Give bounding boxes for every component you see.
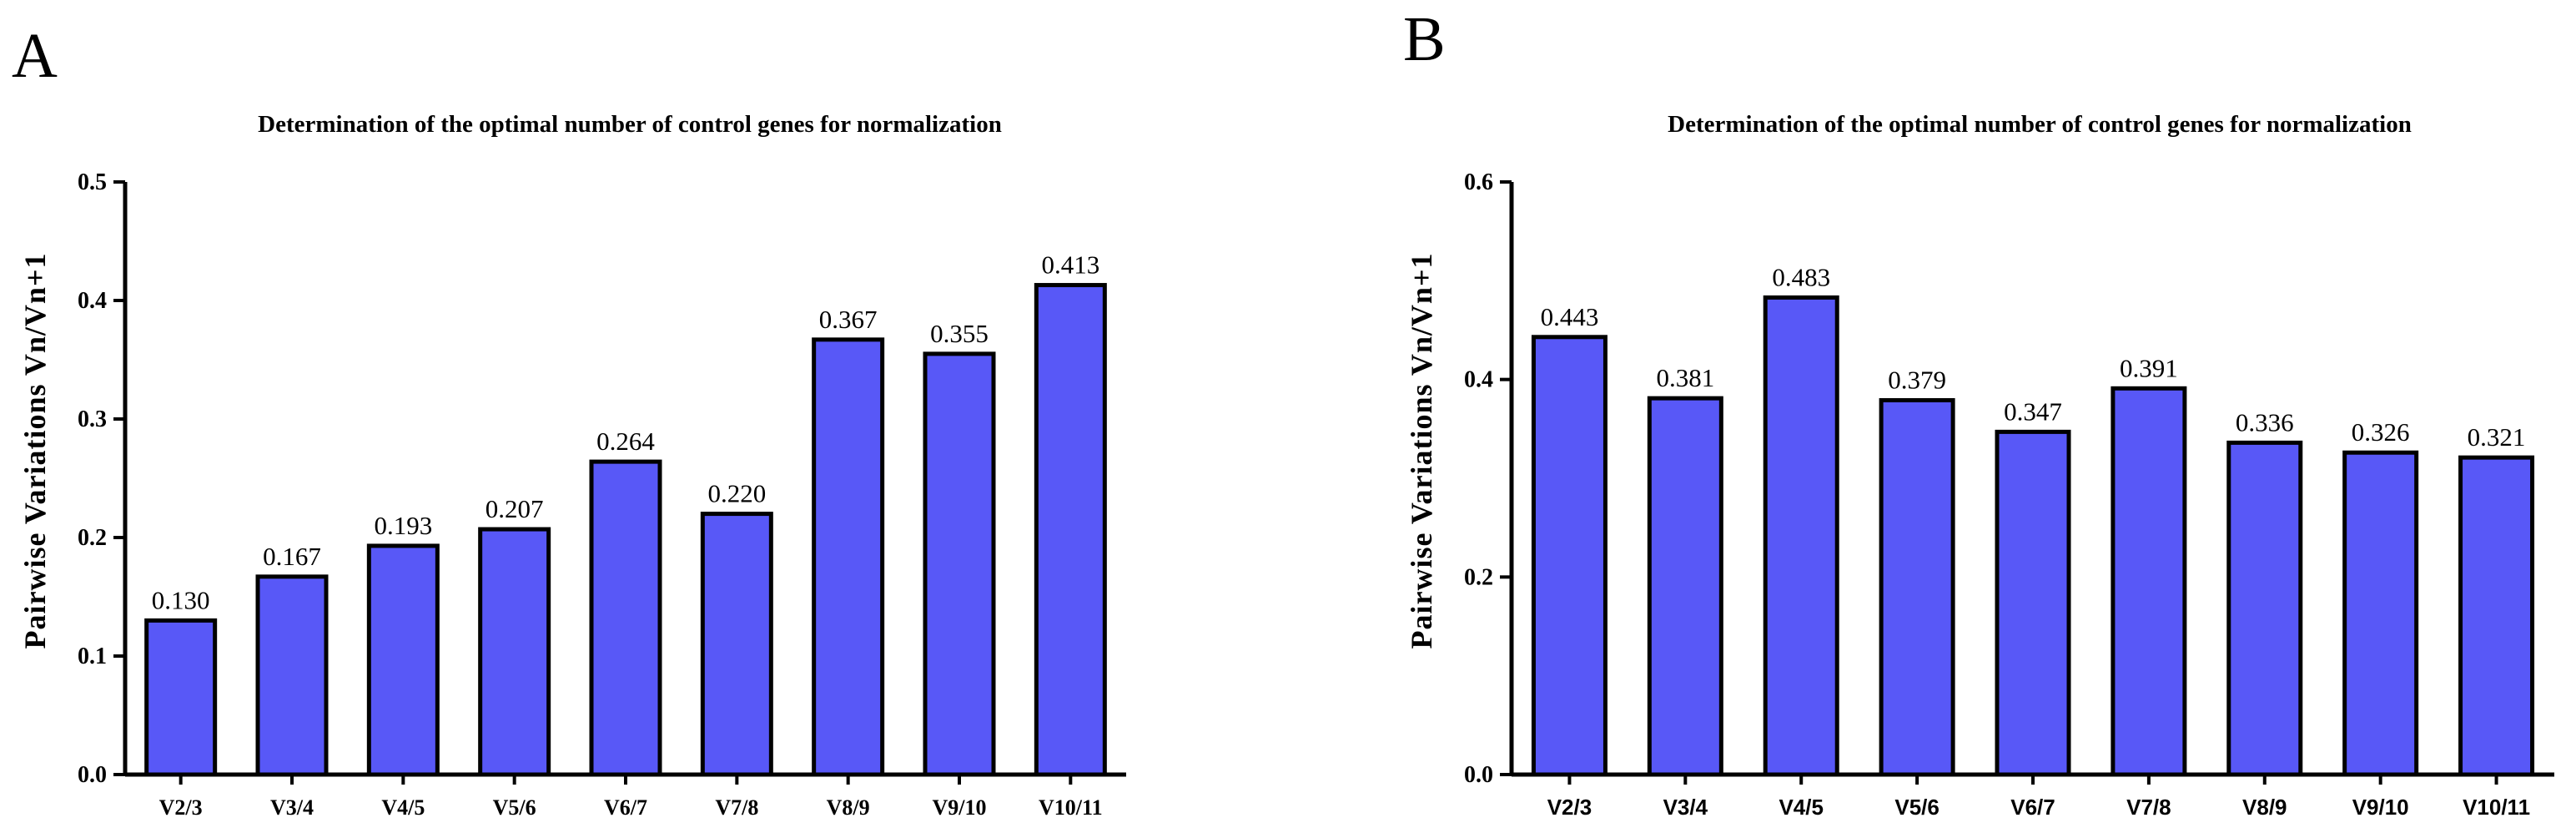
panel-b: B Determination of the optimal number of…: [1403, 4, 2554, 820]
data-label-a: 0.193: [374, 511, 432, 540]
y-tick-label-a: 0.1: [78, 644, 107, 669]
data-label-b: 0.321: [2468, 422, 2526, 452]
data-label-a: 0.355: [930, 319, 989, 348]
y-tick-label-a: 0.5: [78, 169, 107, 195]
bar-b: [2226, 440, 2303, 777]
y-tick-label-a: 0.2: [78, 525, 107, 551]
data-label-a: 0.367: [819, 305, 878, 334]
x-tick-label-a: V5/6: [493, 795, 536, 820]
y-axis-label-a: Pairwise Variations Vn/Vn+1: [18, 253, 52, 649]
x-tick-label-b: V7/8: [2126, 795, 2171, 820]
bar-a: [1034, 283, 1107, 777]
x-tick-label-a: V9/10: [933, 795, 987, 820]
x-tick-label-b: V9/10: [2352, 795, 2409, 820]
x-tick-label-b: V8/9: [2242, 795, 2287, 820]
data-label-a: 0.207: [486, 494, 544, 523]
bar-b: [1531, 335, 1607, 777]
bar-a: [255, 574, 329, 777]
x-tick-label-a: V2/3: [159, 795, 203, 820]
x-tick-label-b: V10/11: [2463, 795, 2530, 820]
chart-title-a: Determination of the optimal number of c…: [258, 111, 1002, 138]
y-tick-label-b: 0.2: [1464, 564, 1493, 590]
x-tick-label-a: V4/5: [381, 795, 425, 820]
x-tick-label-b: V3/4: [1663, 795, 1708, 820]
x-tick-label-a: V8/9: [827, 795, 870, 820]
y-tick-label-a: 0.3: [78, 406, 107, 432]
bar-a: [366, 543, 440, 777]
bar-b: [1763, 295, 1839, 777]
data-label-b: 0.483: [1772, 262, 1830, 291]
data-label-b: 0.326: [2352, 417, 2410, 447]
data-label-a: 0.264: [596, 427, 655, 456]
y-tick-label-a: 0.0: [78, 762, 107, 788]
data-label-a: 0.130: [152, 585, 210, 614]
panel-letter-b: B: [1403, 4, 1446, 74]
bar-b: [1995, 429, 2071, 777]
panel-a: A Determination of the optimal number of…: [12, 21, 1126, 820]
bar-b: [2458, 455, 2535, 777]
y-tick-label-a: 0.4: [78, 288, 107, 314]
bar-a: [589, 459, 662, 777]
y-tick-label-b: 0.4: [1464, 367, 1493, 393]
x-tick-label-b: V4/5: [1779, 795, 1824, 820]
data-label-b: 0.347: [2004, 396, 2062, 426]
bar-b: [2342, 450, 2419, 777]
x-tick-label-a: V10/11: [1039, 795, 1103, 820]
x-tick-label-a: V6/7: [604, 795, 647, 820]
bar-b: [1879, 398, 1955, 777]
data-label-a: 0.167: [263, 542, 321, 571]
data-label-a: 0.220: [707, 479, 766, 508]
plot-a: 0.0 0.1 0.2 0.3 0.4 0.5 0.130 V2/3 0.167 V3/4 0.19…: [78, 169, 1126, 820]
data-label-b: 0.379: [1888, 366, 1946, 395]
bar-a: [478, 527, 551, 777]
bar-a: [144, 618, 218, 777]
bar-a: [700, 512, 773, 777]
data-label-b: 0.391: [2120, 353, 2178, 382]
bar-a: [812, 337, 885, 777]
x-tick-label-a: V7/8: [715, 795, 758, 820]
y-tick-label-b: 0.6: [1464, 169, 1493, 195]
x-tick-label-a: V3/4: [270, 795, 314, 820]
plot-b: 0.0 0.2 0.4 0.6 0.443 V2/3 0.381 V3/4 0.483 V4/5 0…: [1464, 169, 2554, 820]
y-tick-label-b: 0.0: [1464, 762, 1493, 788]
bar-a: [923, 351, 996, 777]
data-label-b: 0.443: [1541, 302, 1599, 331]
x-tick-label-b: V5/6: [1894, 795, 1940, 820]
data-label-a: 0.413: [1041, 250, 1099, 280]
bar-b: [1647, 396, 1723, 777]
y-axis-label-b: Pairwise Variations Vn/Vn+1: [1405, 253, 1438, 649]
x-tick-label-b: V6/7: [2010, 795, 2055, 820]
data-label-b: 0.336: [2236, 407, 2294, 437]
bar-b: [2111, 386, 2187, 777]
data-label-b: 0.381: [1656, 363, 1714, 392]
panel-letter-a: A: [12, 21, 58, 91]
chart-title-b: Determination of the optimal number of c…: [1668, 111, 2412, 138]
x-tick-label-b: V2/3: [1547, 795, 1592, 820]
